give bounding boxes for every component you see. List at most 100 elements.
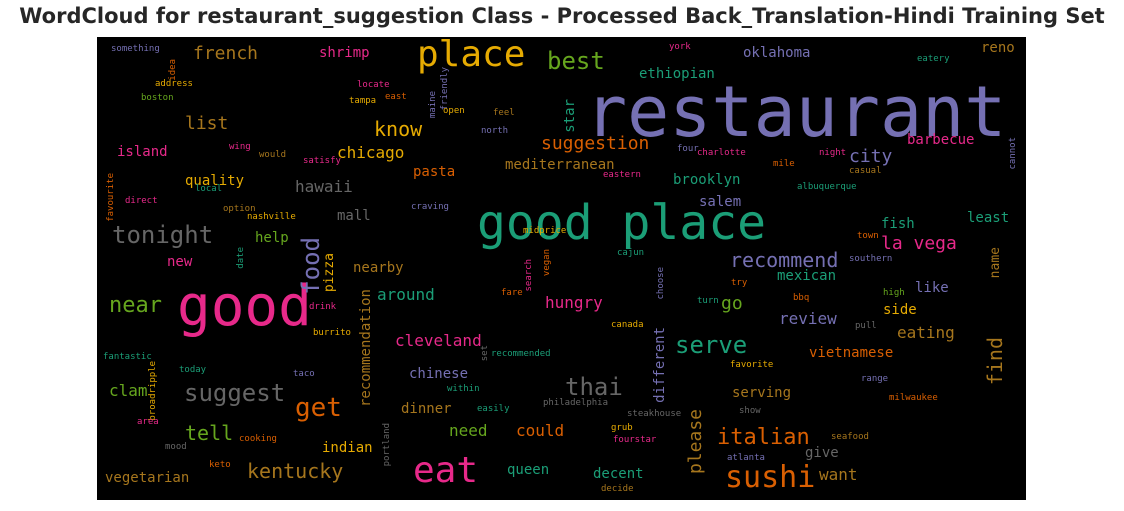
word-indian: indian bbox=[322, 440, 373, 456]
word-recommendation: recommendation bbox=[358, 289, 374, 408]
word-eatery: eatery bbox=[917, 54, 950, 64]
word-option: option bbox=[223, 204, 256, 214]
word-eat: eat bbox=[413, 450, 479, 491]
word-canada: canada bbox=[611, 320, 644, 330]
word-milwaukee: milwaukee bbox=[889, 393, 938, 403]
word-serve: serve bbox=[675, 331, 748, 359]
word-casual: casual bbox=[849, 166, 882, 176]
word-charlotte: charlotte bbox=[697, 148, 746, 158]
word-suggest: suggest bbox=[184, 379, 286, 407]
word-reno: reno bbox=[981, 40, 1015, 56]
word-tonight: tonight bbox=[112, 221, 214, 249]
word-mall: mall bbox=[337, 208, 371, 224]
word-satisfy: satisfy bbox=[303, 156, 341, 166]
word-find: find bbox=[983, 337, 1007, 386]
word-mile: mile bbox=[773, 159, 795, 169]
word-mood: mood bbox=[165, 442, 187, 452]
word-craving: craving bbox=[411, 202, 449, 212]
word-hawaii: hawaii bbox=[295, 177, 353, 196]
word-quality: quality bbox=[185, 173, 245, 189]
word-go: go bbox=[721, 293, 743, 314]
word-boston: boston bbox=[141, 93, 174, 103]
word-fish: fish bbox=[881, 216, 915, 232]
word-tampa: tampa bbox=[349, 96, 377, 106]
word-vegetarian: vegetarian bbox=[105, 470, 190, 486]
word-vietnamese: vietnamese bbox=[809, 345, 894, 361]
word-dinner: dinner bbox=[401, 401, 452, 417]
word-friendly: friendly bbox=[440, 67, 450, 111]
word-east: east bbox=[385, 92, 407, 102]
word-serving: serving bbox=[732, 385, 792, 401]
word-island: island bbox=[117, 144, 168, 160]
word-address: address bbox=[155, 79, 193, 89]
word-place: place bbox=[417, 37, 526, 75]
word-italian: italian bbox=[717, 425, 810, 450]
word-night: night bbox=[819, 148, 847, 158]
word-like: like bbox=[915, 280, 949, 296]
word-food: food bbox=[297, 237, 325, 295]
word-bbq: bbq bbox=[793, 293, 810, 303]
word-cajun: cajun bbox=[617, 248, 645, 258]
word-area: area bbox=[137, 417, 159, 427]
word-cooking: cooking bbox=[239, 434, 277, 444]
word-york: york bbox=[669, 42, 691, 52]
word-recommend: recommend bbox=[730, 248, 839, 272]
word-choose: choose bbox=[656, 267, 666, 300]
word-broadripple: broadripple bbox=[148, 361, 158, 421]
word-vegan: vegan bbox=[542, 249, 552, 277]
word-atlanta: atlanta bbox=[727, 453, 765, 463]
word-thai: thai bbox=[565, 373, 623, 401]
word-fantastic: fantastic bbox=[103, 352, 152, 362]
word-locate: locate bbox=[357, 80, 390, 90]
word-fourstar: fourstar bbox=[613, 435, 657, 445]
word-southern: southern bbox=[849, 254, 893, 264]
word-nashville: nashville bbox=[247, 212, 296, 222]
word-portland: portland bbox=[382, 423, 392, 467]
word-ethiopian: ethiopian bbox=[639, 66, 715, 82]
word-pull: pull bbox=[855, 321, 877, 331]
word-local: local bbox=[195, 184, 223, 194]
word-get: get bbox=[295, 393, 342, 423]
word-tell: tell bbox=[185, 421, 234, 445]
word-name: name bbox=[988, 247, 1003, 279]
word-taco: taco bbox=[293, 369, 315, 379]
word-chinese: chinese bbox=[409, 366, 469, 382]
word-idea: idea bbox=[168, 59, 178, 81]
word-seafood: seafood bbox=[831, 432, 869, 442]
word-favourite: favourite bbox=[106, 173, 116, 222]
word-cloud: restaurant good place good place eat sushi foo… bbox=[97, 37, 1026, 500]
word-different: different bbox=[652, 327, 668, 403]
word-give: give bbox=[805, 445, 839, 461]
word-today: today bbox=[179, 365, 207, 375]
word-star: star bbox=[562, 99, 578, 133]
word-least: least bbox=[967, 210, 1010, 226]
word-want: want bbox=[819, 465, 858, 484]
word-best: best bbox=[547, 47, 605, 75]
word-mexican: mexican bbox=[777, 268, 837, 284]
word-shrimp: shrimp bbox=[319, 45, 370, 61]
word-recommended: recommended bbox=[491, 349, 551, 359]
word-philadelphia: philadelphia bbox=[543, 398, 609, 408]
figure-title: WordCloud for restaurant_suggestion Clas… bbox=[19, 4, 1105, 28]
word-brooklyn: brooklyn bbox=[673, 172, 741, 188]
word-good: good bbox=[177, 274, 312, 339]
word-drink: drink bbox=[309, 302, 337, 312]
word-range: range bbox=[861, 374, 889, 384]
word-favorite: favorite bbox=[730, 360, 774, 370]
word-help: help bbox=[255, 230, 289, 246]
word-fare: fare bbox=[501, 288, 523, 298]
word-burrito: burrito bbox=[313, 328, 351, 338]
word-high: high bbox=[883, 288, 905, 298]
word-cannot: cannot bbox=[1008, 137, 1018, 170]
word-near: near bbox=[109, 293, 162, 318]
word-chicago: chicago bbox=[337, 143, 405, 162]
word-wing: wing bbox=[229, 142, 251, 152]
word-pizza: pizza bbox=[322, 253, 337, 293]
word-cleveland: cleveland bbox=[395, 331, 482, 350]
word-decide: decide bbox=[601, 484, 634, 494]
word-mediterranean: mediterranean bbox=[505, 157, 615, 173]
word-turn: turn bbox=[697, 296, 719, 306]
word-queen: queen bbox=[507, 462, 550, 478]
word-french: french bbox=[193, 43, 259, 64]
word-decent: decent bbox=[593, 466, 644, 482]
